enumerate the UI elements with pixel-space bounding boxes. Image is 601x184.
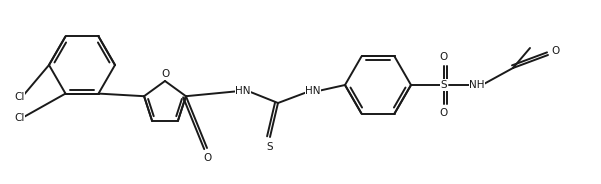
Text: O: O — [440, 52, 448, 62]
Text: O: O — [551, 46, 559, 56]
Text: Cl: Cl — [14, 113, 25, 123]
Text: S: S — [267, 142, 273, 152]
Text: S: S — [441, 80, 447, 90]
Text: O: O — [440, 108, 448, 118]
Text: HN: HN — [305, 86, 321, 96]
Text: NH: NH — [469, 80, 485, 90]
Text: Cl: Cl — [14, 92, 25, 102]
Text: O: O — [203, 153, 211, 163]
Text: O: O — [162, 69, 170, 79]
Text: HN: HN — [235, 86, 251, 96]
